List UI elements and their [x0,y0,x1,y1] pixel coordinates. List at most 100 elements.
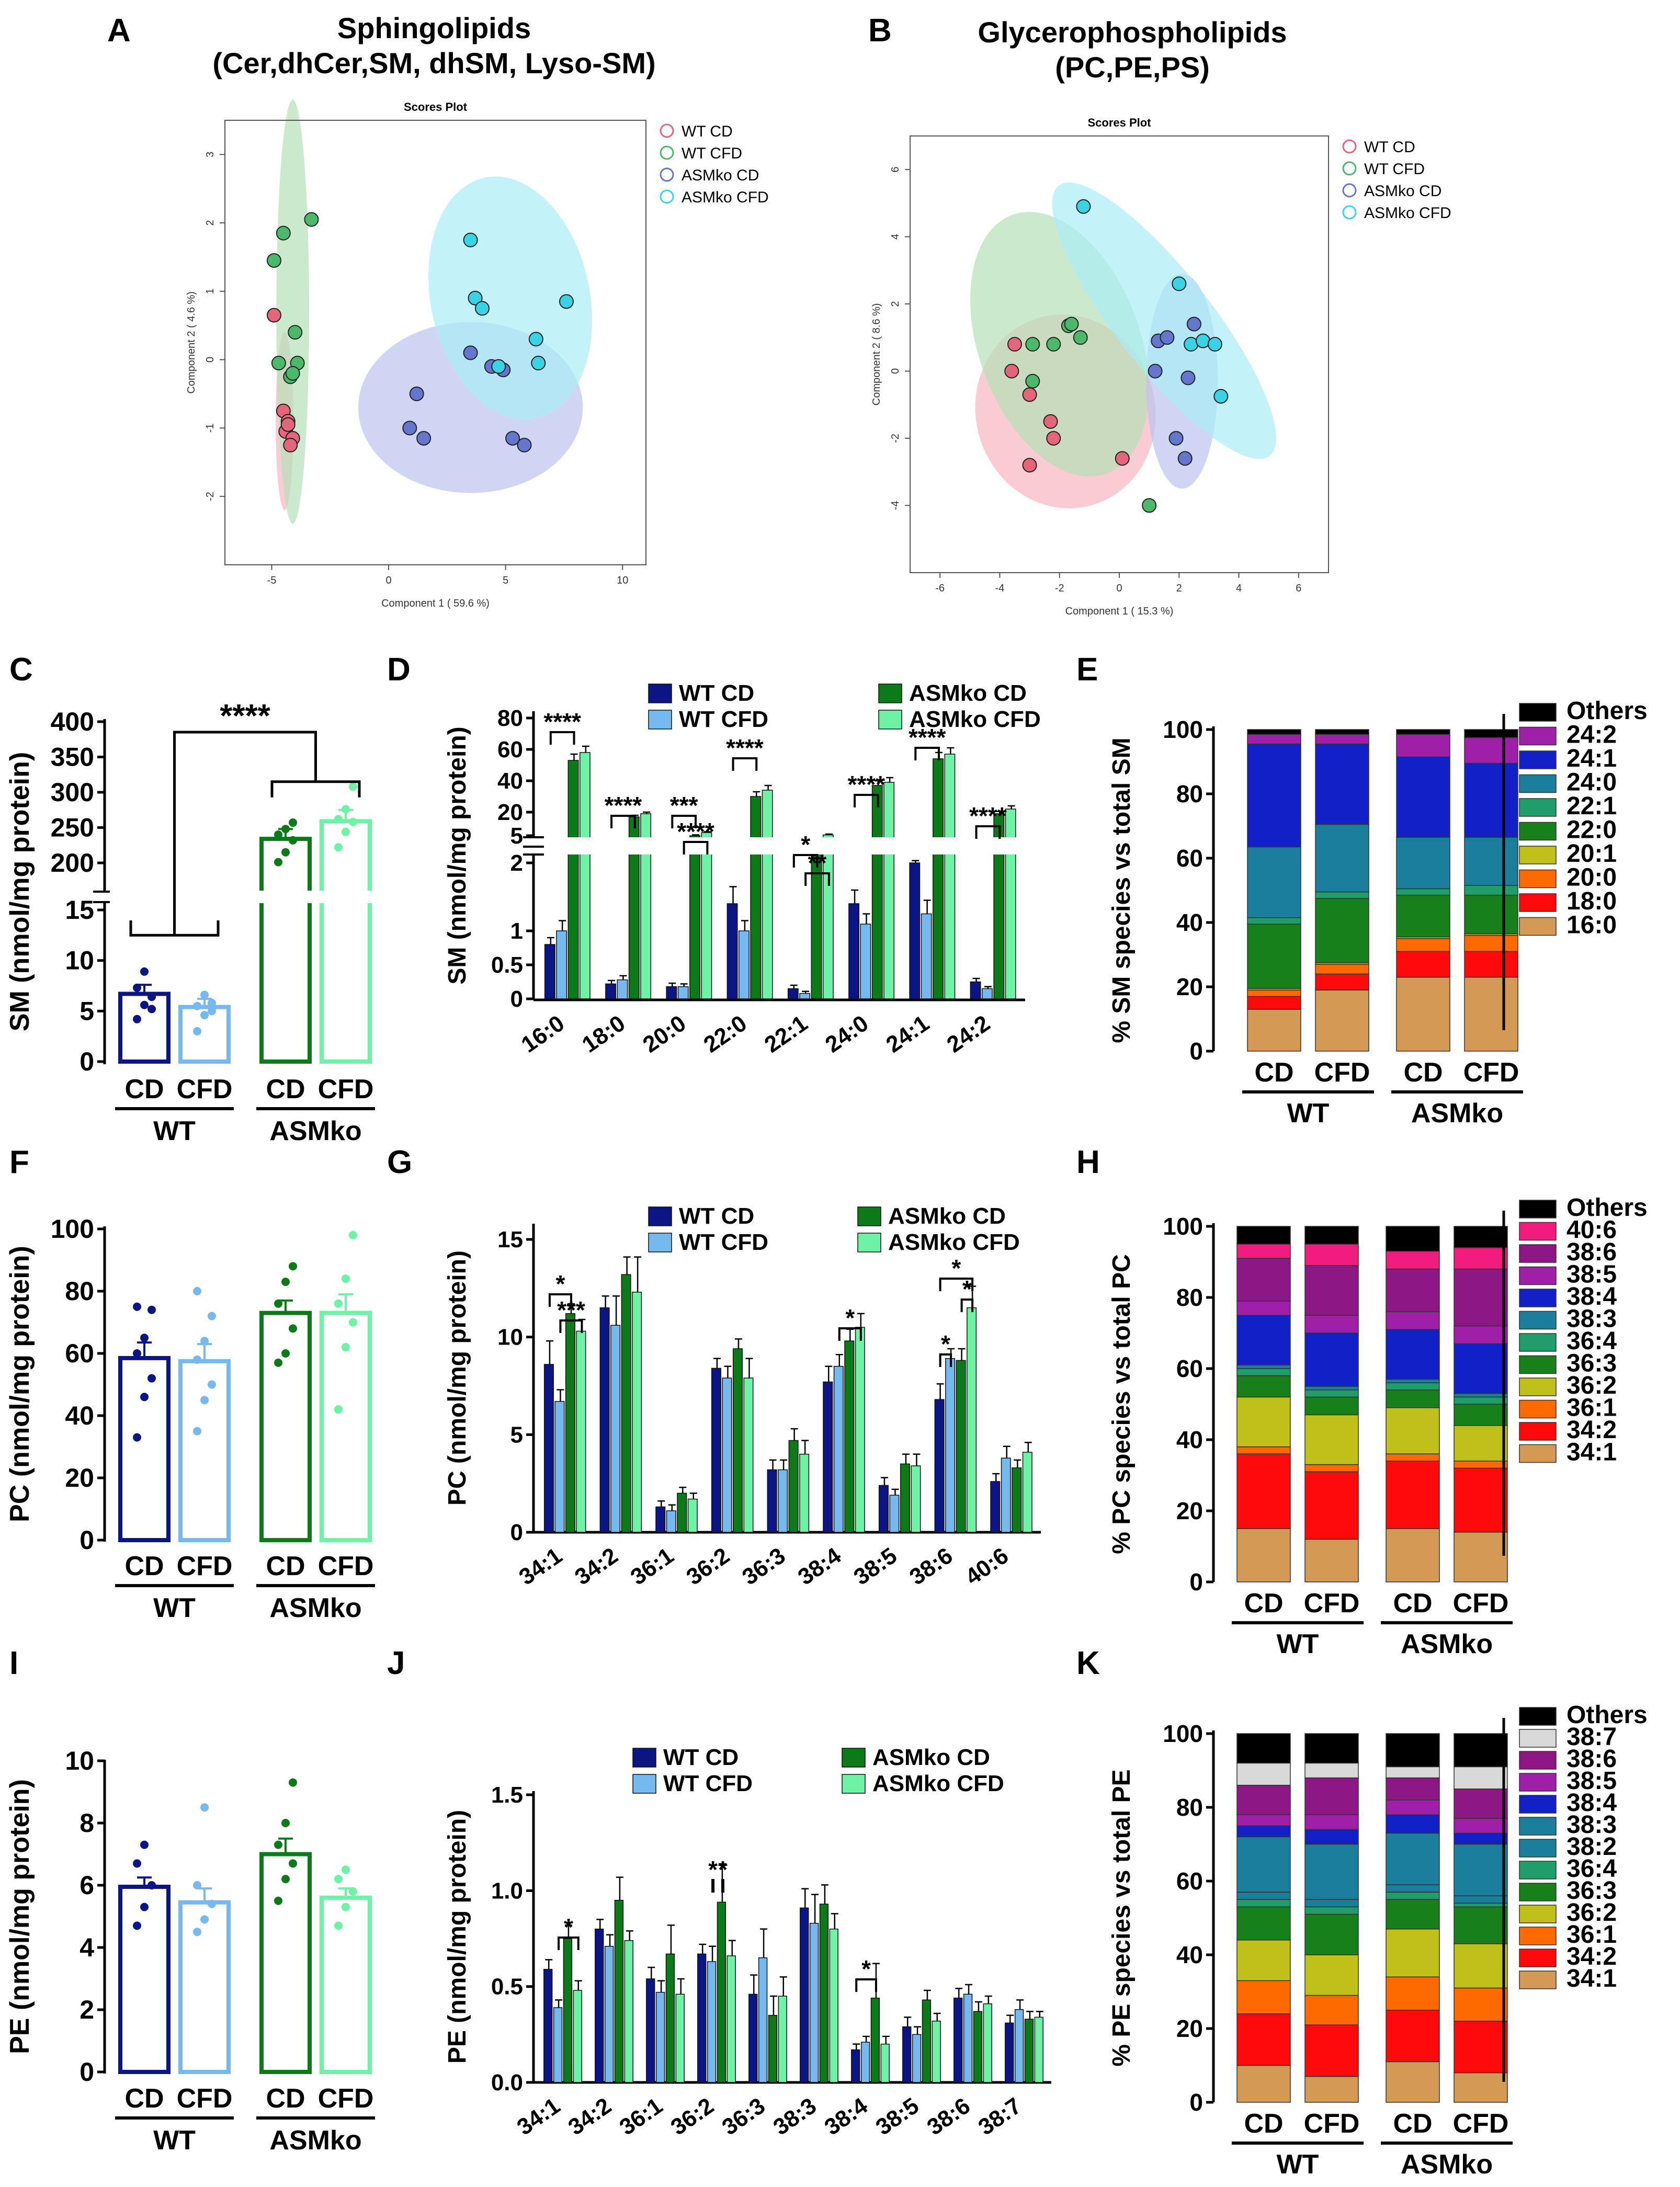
individual-point [200,1803,209,1812]
bar [666,986,677,999]
significance-bracket [721,1879,724,1893]
legend-swatch [1519,1289,1557,1307]
individual-point [274,830,282,839]
significance-bracket [683,841,709,855]
individual-point [289,1859,297,1868]
data-point [1168,431,1184,446]
plot-subtitle: Scores Plot [1087,116,1151,129]
bar [689,835,700,999]
bar [697,1953,707,2083]
significance-label: *** [557,1296,585,1324]
individual-point [289,1262,297,1271]
stacked-segment [1236,1364,1291,1369]
bar [900,1463,910,1533]
stacked-segment [1304,1906,1359,1915]
individual-point [334,1299,343,1308]
bar [967,1307,977,1533]
stacked-segment [1454,1987,1508,2022]
group-label: WT [153,1116,196,1146]
bar-chart-total-pe: 0 2 4 6 8 10 CD CFD CD CFD WT ASMko PE (nmol/mg prot… [5,1746,375,2156]
legend-swatch [1519,774,1557,793]
significance-label: **** [848,771,886,798]
bar [800,1907,809,2083]
bar [617,979,628,999]
stacked-segment [1236,1244,1291,1259]
stacked-segment [1236,1980,1291,2014]
y-tick-label: 10 [497,1325,523,1350]
group-label: WT [1287,1098,1330,1129]
stacked-segment [1464,762,1518,838]
stacked-segment [1454,1268,1508,1327]
legend-swatch [878,710,902,730]
legend-swatch [1519,1729,1557,1748]
individual-point [208,1007,216,1016]
y-tick-label: 5 [80,996,94,1026]
data-point [280,417,296,432]
data-point [1076,199,1091,214]
individual-point [208,1380,216,1389]
x-category-label: CD [124,1074,164,1104]
significance-label: * [718,1856,728,1883]
legend-label: 34:1 [1567,1439,1617,1466]
y-tick-label: 80 [1176,1284,1203,1311]
legend-swatch [1519,869,1557,889]
bar [554,1401,565,1533]
x-category-label: CD [124,2083,164,2114]
x-tick-label: 6 [1296,583,1301,594]
stacked-segment [1304,1332,1359,1387]
x-category-label: CD [124,1551,164,1581]
bar [556,930,567,999]
data-point [1022,458,1037,473]
y-tick-label: 8 [80,1808,94,1838]
significance-bracket [914,747,940,760]
stacked-segment [1386,1528,1440,1582]
bar [788,1440,799,1533]
stacked-segment [1315,964,1369,975]
individual-point [334,843,343,852]
stacked-segment [1236,1375,1291,1398]
bar [711,1368,721,1533]
x-category-label: 34:1 [513,2093,565,2140]
significance-bracket [855,1978,877,1992]
stacked-segment [1454,1906,1508,1944]
y-tick-label: 2 [205,220,216,226]
individual-point [281,1349,290,1358]
x-tick-label: 2 [1176,583,1182,594]
x-category-label: 36:1 [615,2093,667,2140]
legend-label: 36:2 [1567,1372,1617,1399]
individual-point [289,836,297,845]
significance-bracket [804,872,830,886]
bar [1001,1457,1011,1533]
individual-point [133,1859,141,1868]
bar [860,924,871,999]
legend-label: ASMko CD [888,1203,1006,1229]
stacked-segment [1304,2076,1359,2103]
stacked-segment [1454,1532,1508,1582]
stacked-segment [1236,1258,1291,1302]
legend-label: WT CD [1364,139,1415,156]
stacked-segment [1386,1799,1440,1815]
y-tick-label: 20 [497,800,523,825]
bar [743,1377,754,1533]
x-category-label: CFD [1463,1057,1519,1088]
x-tick-label: 0 [1116,583,1122,594]
significance-label: ** [808,849,827,876]
significance-bracket [960,1298,974,1312]
individual-point [208,1312,216,1320]
individual-point [349,817,357,826]
data-point [474,301,490,316]
x-category-label: 36:3 [718,2093,770,2140]
y-tick-label: -2 [890,434,901,443]
bar [665,1953,675,2083]
data-point [463,232,478,247]
legend-label: 36:3 [1567,1877,1617,1905]
legend-label: WT CFD [679,707,768,732]
plot-frame [224,120,646,565]
bar [970,981,981,999]
y-tick-label: 6 [80,1871,94,1900]
y-tick-label: 80 [497,705,523,731]
legend-label: 38:5 [1567,1261,1617,1289]
data-point [1177,451,1193,466]
legend-swatch [1519,1333,1557,1352]
stacked-segment [1247,924,1301,989]
